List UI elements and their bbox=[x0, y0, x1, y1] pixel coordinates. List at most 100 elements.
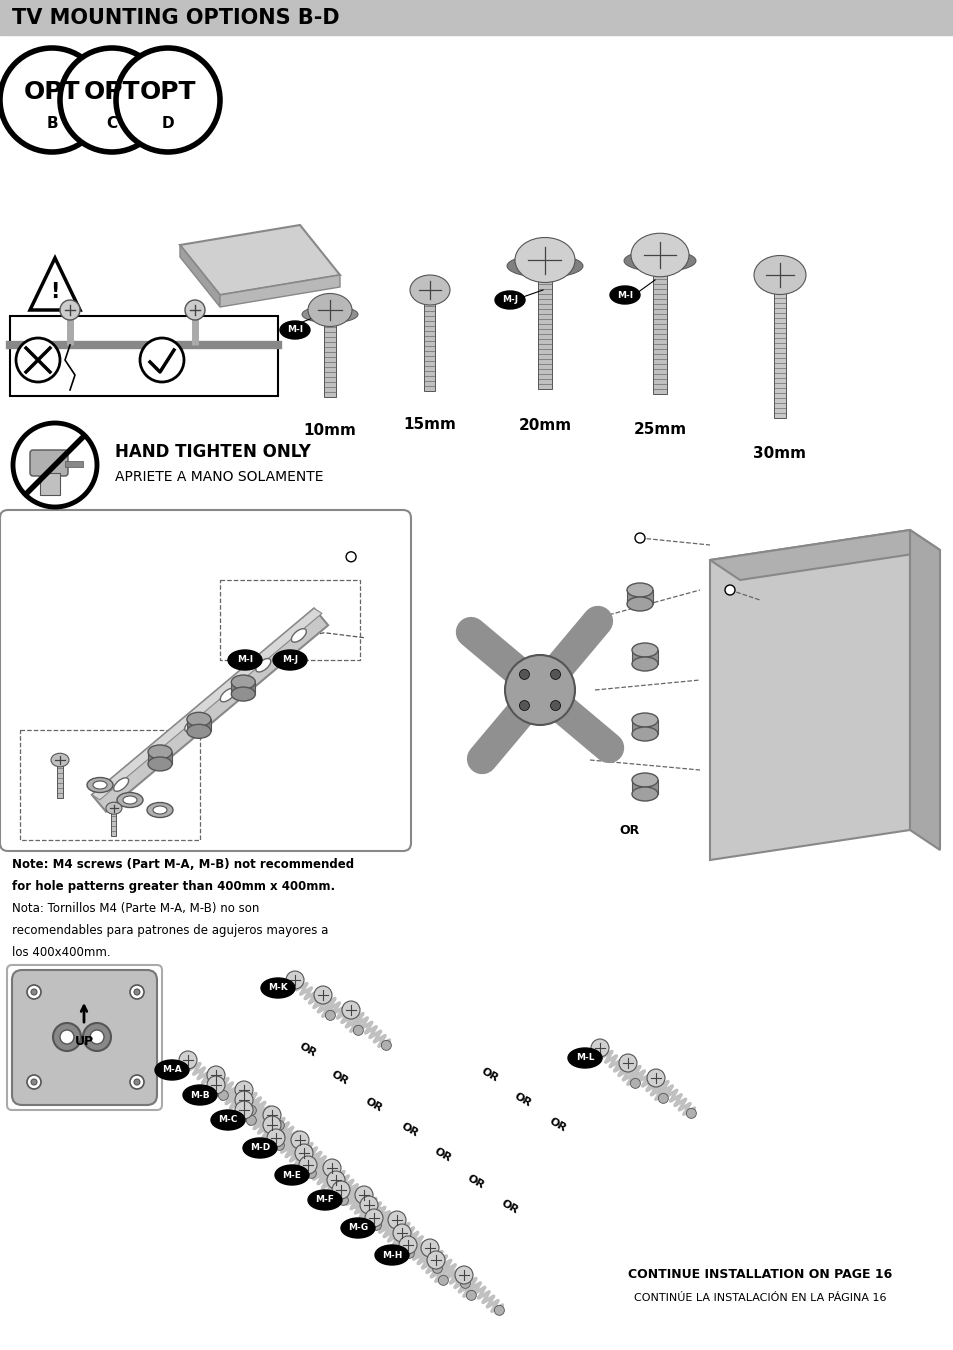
Text: M-I: M-I bbox=[236, 656, 253, 664]
Text: M-J: M-J bbox=[501, 296, 517, 305]
Bar bbox=[112, 810, 116, 836]
FancyBboxPatch shape bbox=[10, 316, 277, 396]
Ellipse shape bbox=[113, 778, 129, 791]
Circle shape bbox=[394, 1226, 404, 1235]
Ellipse shape bbox=[308, 293, 352, 327]
Circle shape bbox=[30, 990, 37, 995]
Polygon shape bbox=[30, 258, 80, 311]
Text: M-B: M-B bbox=[190, 1091, 210, 1099]
Text: M-H: M-H bbox=[381, 1250, 402, 1260]
Text: !: ! bbox=[51, 282, 60, 302]
Bar bbox=[424, 296, 435, 391]
Text: OR: OR bbox=[479, 1066, 499, 1084]
Circle shape bbox=[13, 423, 97, 508]
Ellipse shape bbox=[149, 748, 164, 761]
Bar bbox=[0, 0, 953, 35]
Circle shape bbox=[371, 1220, 381, 1230]
Circle shape bbox=[323, 1160, 340, 1177]
Text: OR: OR bbox=[330, 1069, 350, 1087]
Text: OR: OR bbox=[297, 1041, 318, 1058]
Text: OR: OR bbox=[512, 1091, 533, 1108]
Circle shape bbox=[234, 1091, 253, 1108]
Circle shape bbox=[355, 1187, 373, 1204]
Circle shape bbox=[432, 1264, 442, 1273]
Ellipse shape bbox=[631, 774, 658, 787]
Bar bbox=[631, 720, 658, 734]
Circle shape bbox=[246, 1115, 256, 1126]
Ellipse shape bbox=[255, 659, 271, 672]
Circle shape bbox=[724, 585, 734, 595]
Text: M-K: M-K bbox=[268, 984, 288, 992]
Circle shape bbox=[286, 971, 304, 990]
Circle shape bbox=[332, 1181, 350, 1199]
Circle shape bbox=[646, 1069, 664, 1087]
Circle shape bbox=[388, 1211, 406, 1228]
Circle shape bbox=[30, 1079, 37, 1085]
Text: OR: OR bbox=[619, 824, 639, 837]
Ellipse shape bbox=[220, 688, 235, 702]
Circle shape bbox=[381, 1041, 391, 1050]
Ellipse shape bbox=[117, 792, 143, 807]
Ellipse shape bbox=[631, 787, 658, 801]
Ellipse shape bbox=[211, 1110, 245, 1130]
Circle shape bbox=[274, 1130, 284, 1141]
Polygon shape bbox=[220, 275, 339, 306]
FancyBboxPatch shape bbox=[12, 971, 157, 1106]
Circle shape bbox=[518, 670, 529, 679]
Polygon shape bbox=[91, 609, 322, 799]
Circle shape bbox=[291, 1131, 309, 1149]
Circle shape bbox=[133, 1079, 140, 1085]
Text: OR: OR bbox=[499, 1199, 519, 1216]
Text: OPT: OPT bbox=[84, 80, 140, 104]
Circle shape bbox=[325, 1010, 335, 1021]
Circle shape bbox=[590, 1040, 608, 1057]
Ellipse shape bbox=[261, 977, 294, 998]
Text: 15mm: 15mm bbox=[403, 417, 456, 432]
Ellipse shape bbox=[147, 802, 172, 818]
Bar bbox=[631, 649, 658, 664]
Ellipse shape bbox=[302, 306, 357, 323]
Text: OR: OR bbox=[465, 1173, 486, 1191]
Ellipse shape bbox=[87, 778, 112, 792]
Circle shape bbox=[635, 533, 644, 543]
Circle shape bbox=[60, 300, 80, 320]
Circle shape bbox=[83, 1023, 111, 1052]
Polygon shape bbox=[709, 531, 909, 860]
Circle shape bbox=[60, 49, 164, 153]
Ellipse shape bbox=[187, 725, 211, 738]
Text: Nota: Tornillos M4 (Parte M-A, M-B) no son: Nota: Tornillos M4 (Parte M-A, M-B) no s… bbox=[12, 902, 259, 915]
Bar bbox=[631, 780, 658, 794]
Ellipse shape bbox=[623, 250, 696, 271]
Text: for hole patterns greater than 400mm x 400mm.: for hole patterns greater than 400mm x 4… bbox=[12, 880, 335, 892]
Text: M-J: M-J bbox=[282, 656, 297, 664]
Ellipse shape bbox=[410, 275, 450, 305]
Circle shape bbox=[494, 1305, 504, 1315]
Ellipse shape bbox=[228, 649, 262, 670]
FancyBboxPatch shape bbox=[7, 965, 162, 1110]
Bar bbox=[148, 752, 172, 764]
Ellipse shape bbox=[626, 583, 652, 597]
Circle shape bbox=[366, 1211, 376, 1220]
Bar bbox=[652, 263, 666, 394]
Ellipse shape bbox=[515, 238, 575, 282]
Ellipse shape bbox=[152, 806, 167, 814]
Text: los 400x400mm.: los 400x400mm. bbox=[12, 946, 111, 958]
Circle shape bbox=[466, 1291, 476, 1300]
Circle shape bbox=[330, 1170, 340, 1180]
Bar bbox=[231, 682, 255, 694]
Circle shape bbox=[246, 1106, 256, 1115]
Circle shape bbox=[618, 1054, 637, 1072]
Ellipse shape bbox=[340, 1218, 375, 1238]
Circle shape bbox=[658, 1094, 668, 1103]
Circle shape bbox=[359, 1196, 377, 1214]
Circle shape bbox=[353, 1026, 363, 1035]
Ellipse shape bbox=[274, 1165, 309, 1185]
Circle shape bbox=[518, 701, 529, 710]
Ellipse shape bbox=[308, 1189, 341, 1210]
Circle shape bbox=[16, 338, 60, 382]
Text: 10mm: 10mm bbox=[303, 423, 356, 439]
Circle shape bbox=[460, 1278, 470, 1288]
Circle shape bbox=[685, 1108, 696, 1118]
Circle shape bbox=[218, 1091, 228, 1100]
Circle shape bbox=[437, 1276, 448, 1285]
